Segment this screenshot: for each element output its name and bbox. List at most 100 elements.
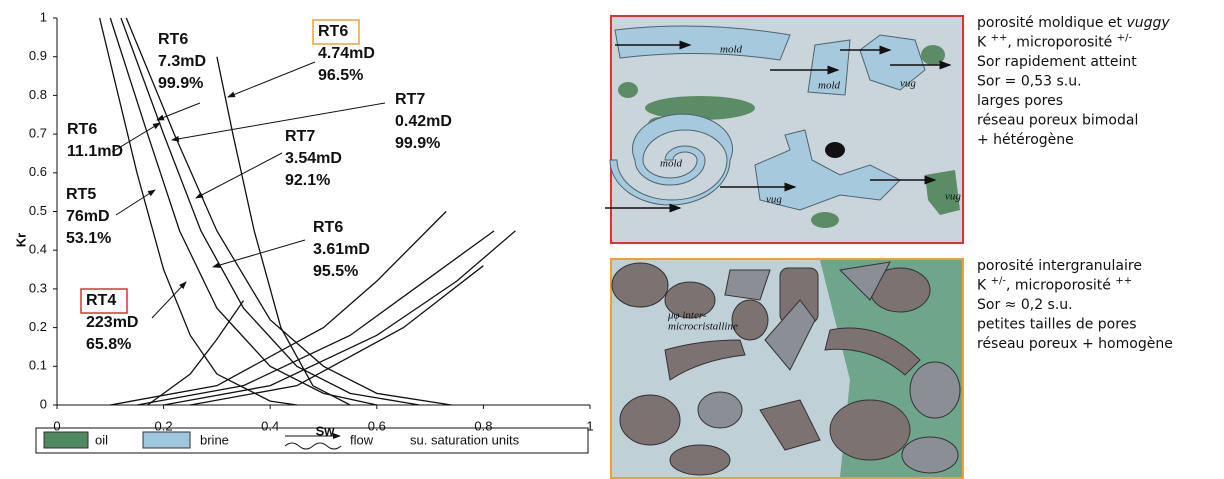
description-run: larges pores [977,93,1063,109]
annotation-text: 99.9% [395,135,440,152]
description-run: K [977,35,991,51]
annotation-text: RT6 [158,31,188,48]
annotation-text: 96.5% [318,67,363,84]
annotation-arrow [212,239,306,268]
x-tick-label: 0 [53,418,60,433]
x-tick-label: 1 [586,418,593,433]
annotation-arrow [171,102,386,142]
description-line: + hétérogène [977,132,1074,148]
description-line: Sor ≈ 0,2 s.u. [977,297,1073,313]
description-run: +/- [1117,32,1133,43]
description-run: , microporosité [1007,35,1116,51]
description-run: Sor ≈ 0,2 s.u. [977,297,1073,313]
annotation-text: RT6 [318,23,348,40]
y-tick-label: 1 [40,9,47,24]
annotation-box [80,288,128,314]
description-run: , microporosité [1006,278,1115,294]
kr-curve [147,300,245,406]
y-axis-label: Kr [13,233,28,247]
description-line: Sor rapidement atteint [977,54,1137,70]
description-line: K +/-, microporosité ++ [977,275,1132,294]
x-tick-label: 0.8 [474,418,492,433]
annotation-text: RT4 [86,292,116,309]
y-tick-label: 0.8 [29,87,47,102]
annotation-text: RT7 [285,128,315,145]
flow-arrows [605,40,952,213]
diagram-label: microcristalline [668,321,738,333]
annotation-text: 99.9% [158,75,203,92]
description-run: Sor = 0,53 s.u. [977,74,1082,90]
kr-curve [163,230,516,406]
description-line: réseau poreux bimodal [977,113,1138,129]
annotation-arrow [156,102,201,121]
description-run: porosité moldique et [977,15,1126,31]
annotation-text: 4.74mD [318,45,375,62]
description-run: ++ [991,32,1008,43]
annotation-text: RT7 [395,91,425,108]
annotation-text: 7.3mD [158,53,206,70]
description-run: K [977,278,991,294]
description-run: vuggy [1126,15,1170,31]
diagram-label: mold [660,158,683,170]
annotation-text: 3.61mD [313,241,370,258]
annotation-arrow [195,152,283,199]
legend-swatch [142,431,191,449]
kr-curve [120,17,420,406]
legend-frame [35,427,589,454]
description-run: ++ [1115,275,1132,286]
legend-label: su. saturation units [410,432,520,447]
annotation-arrow [115,189,156,216]
legend-label: flow [350,432,374,447]
annotation-arrow [227,61,316,98]
annotation-text: 223mD [86,314,138,331]
diagram-label: mold [818,80,841,92]
annotation-text: RT6 [67,121,97,138]
y-tick-label: 0.4 [29,242,47,257]
description-run: + hétérogène [977,132,1074,148]
kr-curve [190,265,484,406]
description-run: +/- [991,275,1007,286]
legend-swatch [43,431,89,449]
annotation-text: 65.8% [86,336,131,353]
diagram-label: vug [900,78,916,90]
kr-curve [110,211,447,406]
x-axis-label: Sw [316,423,336,438]
diagram-label: vug [766,194,782,206]
annotation-text: 53.1% [66,230,111,247]
legend-flow-wave [284,442,342,450]
y-tick-label: 0.3 [29,280,47,295]
annotation-text: RT6 [313,219,343,236]
y-tick-label: 0.7 [29,126,47,141]
annotation-arrow [151,281,187,319]
kr-curve [216,56,351,406]
diagram-label: mold [720,44,743,56]
diagram-label: μφ inter- [667,310,707,322]
description-line: porosité moldique et vuggy [977,15,1170,31]
legend-label: oil [95,432,108,447]
diagram-vuggy [605,15,964,244]
annotation-text: 3.54mD [285,150,342,167]
kr-curve [136,230,495,406]
x-tick-label: 0.2 [155,418,173,433]
grain [825,142,845,158]
description-run: porosité intergranulaire [977,258,1142,274]
annotation-text: 76mD [66,208,110,225]
y-tick-label: 0.2 [29,319,47,334]
y-tick-label: 0.6 [29,164,47,179]
grains [611,262,931,476]
annotation-text: 95.5% [313,263,358,280]
annotation-text: 92.1% [285,172,330,189]
annotation-arrow [111,122,161,153]
description-line: Sor = 0,53 s.u. [977,74,1082,90]
y-tick-label: 0.9 [29,48,47,63]
description-line: larges pores [977,93,1063,109]
description-run: Sor rapidement atteint [977,54,1137,70]
y-tick-label: 0 [40,396,47,411]
description-run: petites tailles de pores [977,317,1137,333]
description-line: K ++, microporosité +/- [977,32,1132,51]
kr-curve [125,17,452,406]
kr-curve [109,17,377,406]
description-line: réseau poreux + homogène [977,336,1173,352]
description-line: porosité intergranulaire [977,258,1142,274]
